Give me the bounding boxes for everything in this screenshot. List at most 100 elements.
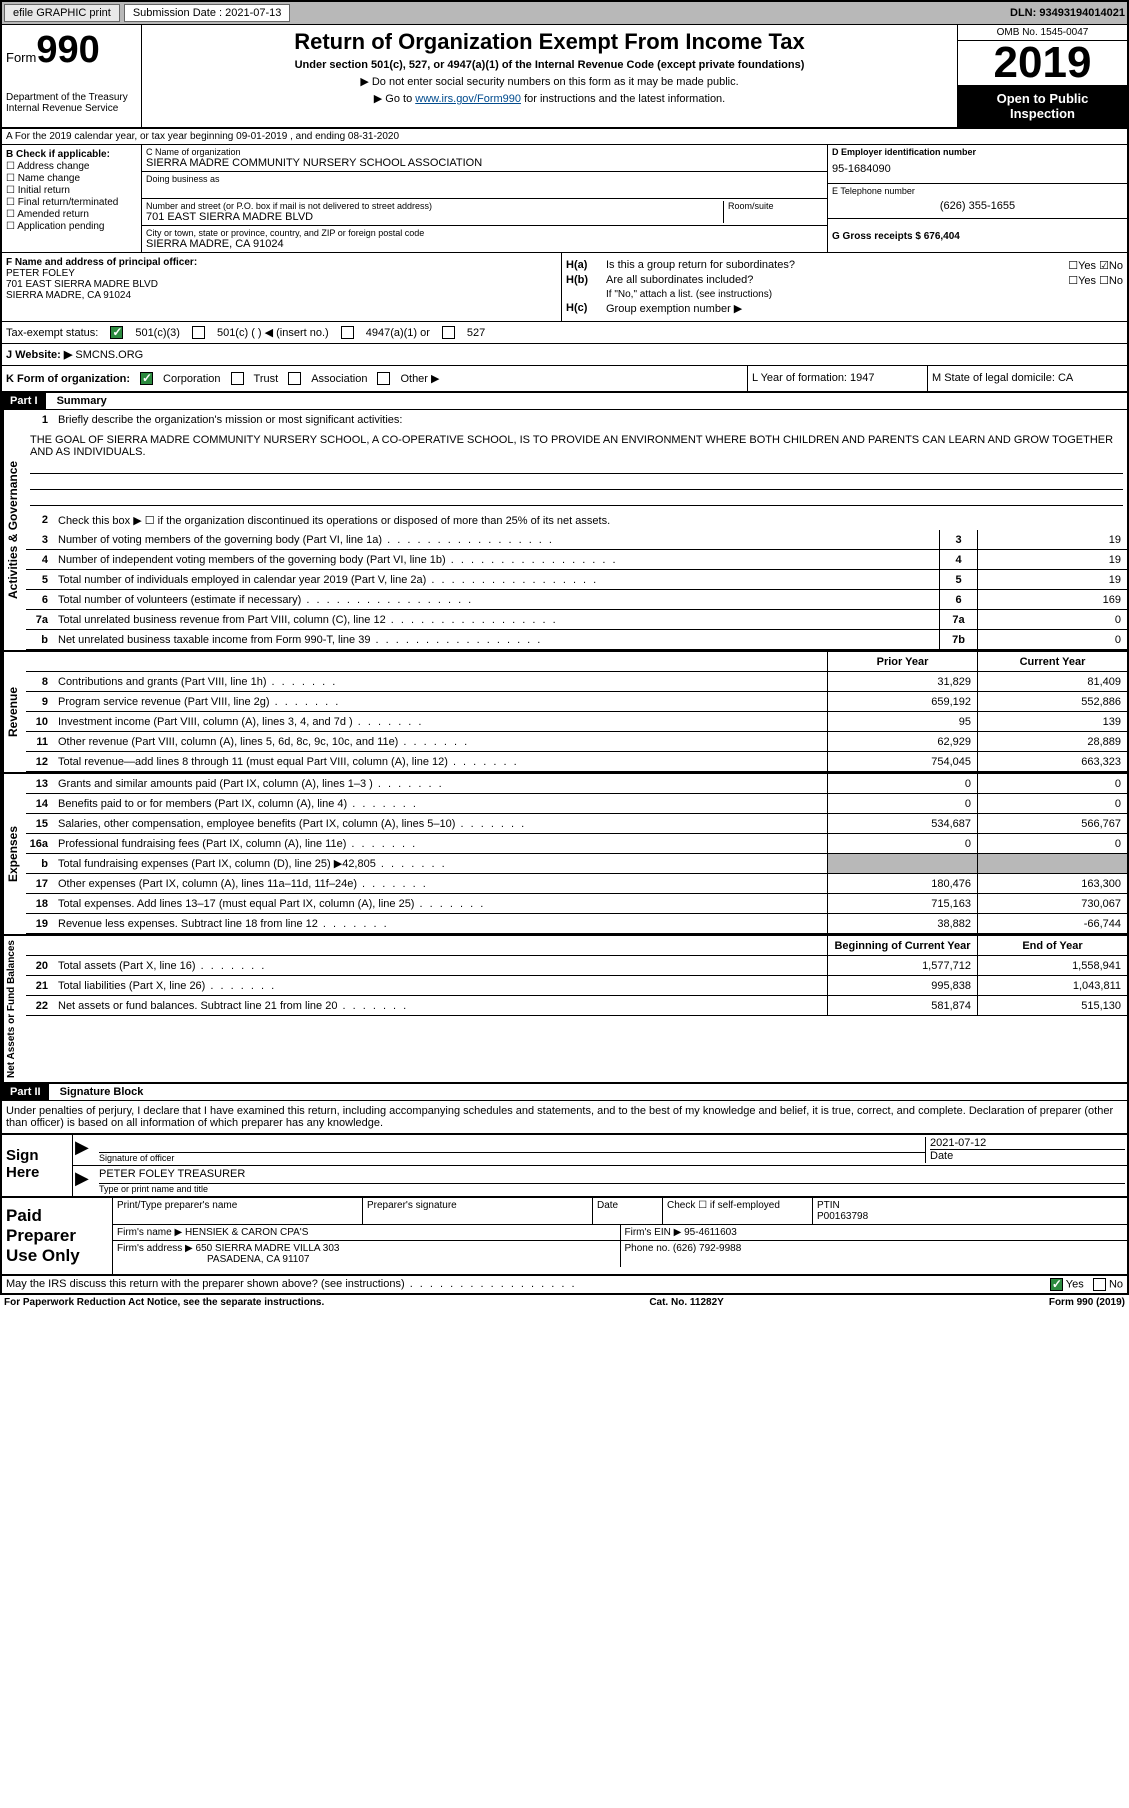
street-address: 701 EAST SIERRA MADRE BLVD	[146, 211, 723, 223]
k-label: K Form of organization:	[6, 373, 130, 385]
ptin-label: PTIN	[817, 1200, 1123, 1211]
firm-name: HENSIEK & CARON CPA'S	[185, 1227, 308, 1238]
net-line-22: 22Net assets or fund balances. Subtract …	[26, 996, 1127, 1016]
e-label: E Telephone number	[832, 186, 1123, 196]
firm-phone: (626) 792-9988	[673, 1243, 741, 1254]
submission-date: Submission Date : 2021-07-13	[124, 4, 291, 22]
begin-year-header: Beginning of Current Year	[827, 936, 977, 955]
check-application-pending[interactable]: ☐ Application pending	[6, 221, 137, 232]
form-prefix: Form	[6, 50, 36, 65]
website-value: SMCNS.ORG	[75, 349, 143, 361]
side-governance: Activities & Governance	[2, 410, 26, 650]
row-a-tax-year: A For the 2019 calendar year, or tax yea…	[2, 129, 1127, 145]
rev-line-11: 11Other revenue (Part VIII, column (A), …	[26, 732, 1127, 752]
form-footer: Form 990 (2019)	[1049, 1297, 1125, 1308]
end-year-header: End of Year	[977, 936, 1127, 955]
addr-label: Number and street (or P.O. box if mail i…	[146, 201, 723, 211]
exp-line-17: 17Other expenses (Part IX, column (A), l…	[26, 874, 1127, 894]
gov-line-3: 3Number of voting members of the governi…	[26, 530, 1127, 550]
section-b-checkboxes: B Check if applicable: ☐ Address change☐…	[2, 145, 142, 252]
rev-line-10: 10Investment income (Part VIII, column (…	[26, 712, 1127, 732]
rev-line-9: 9Program service revenue (Part VIII, lin…	[26, 692, 1127, 712]
note-ssn: ▶ Do not enter social security numbers o…	[146, 75, 953, 88]
firm-ein: 95-4611603	[684, 1227, 737, 1238]
cat-no: Cat. No. 11282Y	[649, 1297, 723, 1308]
year-box: OMB No. 1545-0047 2019 Open to Public In…	[957, 25, 1127, 127]
check-amended-return[interactable]: ☐ Amended return	[6, 209, 137, 220]
check-initial-return[interactable]: ☐ Initial return	[6, 185, 137, 196]
check-name-change[interactable]: ☐ Name change	[6, 173, 137, 184]
net-line-20: 20Total assets (Part X, line 16)1,577,71…	[26, 956, 1127, 976]
paid-preparer-label: Paid Preparer Use Only	[2, 1198, 112, 1274]
ein: 95-1684090	[832, 157, 1123, 181]
check-address-change[interactable]: ☐ Address change	[6, 161, 137, 172]
line1-label: Briefly describe the organization's miss…	[54, 412, 1127, 428]
website-label: J Website: ▶	[6, 349, 72, 361]
irs-link[interactable]: www.irs.gov/Form990	[415, 93, 521, 105]
corp-checkbox[interactable]	[140, 372, 153, 385]
tax-year: 2019	[958, 41, 1127, 85]
department-label: Department of the Treasury Internal Reve…	[6, 92, 137, 114]
part2-header: Part II	[2, 1084, 49, 1100]
dln: DLN: 93493194014021	[1010, 7, 1125, 19]
trust-checkbox[interactable]	[231, 372, 244, 385]
penalty-text: Under penalties of perjury, I declare th…	[2, 1101, 1127, 1133]
4947-checkbox[interactable]	[341, 326, 354, 339]
side-expenses: Expenses	[2, 774, 26, 934]
check-final-return-terminated[interactable]: ☐ Final return/terminated	[6, 197, 137, 208]
gov-line-5: 5Total number of individuals employed in…	[26, 570, 1127, 590]
sig-date: 2021-07-12	[930, 1137, 1125, 1150]
sig-officer-label: Signature of officer	[99, 1153, 925, 1163]
prep-sig-label: Preparer's signature	[367, 1200, 588, 1211]
d-label: D Employer identification number	[832, 147, 1123, 157]
part1-header: Part I	[2, 393, 46, 409]
gross-receipts: G Gross receipts $ 676,404	[832, 231, 1123, 242]
efile-button[interactable]: efile GRAPHIC print	[4, 4, 120, 22]
c-label: C Name of organization	[146, 147, 823, 157]
rev-line-12: 12Total revenue—add lines 8 through 11 (…	[26, 752, 1127, 772]
side-net: Net Assets or Fund Balances	[2, 936, 26, 1082]
b-label: B Check if applicable:	[6, 149, 137, 160]
prep-date-label: Date	[593, 1198, 663, 1224]
prior-year-header: Prior Year	[827, 652, 977, 671]
discuss-yes[interactable]	[1050, 1278, 1063, 1291]
ptin-value: P00163798	[817, 1211, 1123, 1222]
form-title-box: Return of Organization Exempt From Incom…	[142, 25, 957, 127]
assoc-checkbox[interactable]	[288, 372, 301, 385]
exp-line-13: 13Grants and similar amounts paid (Part …	[26, 774, 1127, 794]
527-checkbox[interactable]	[442, 326, 455, 339]
top-bar: efile GRAPHIC print Submission Date : 20…	[2, 2, 1127, 25]
form-title: Return of Organization Exempt From Incom…	[146, 29, 953, 55]
side-revenue: Revenue	[2, 652, 26, 772]
firm-address: 650 SIERRA MADRE VILLA 303	[196, 1243, 340, 1254]
year-formation: L Year of formation: 1947	[747, 366, 927, 391]
501c-checkbox[interactable]	[192, 326, 205, 339]
firm-city: PASADENA, CA 91107	[117, 1254, 616, 1265]
discuss-no[interactable]	[1093, 1278, 1106, 1291]
net-line-21: 21Total liabilities (Part X, line 26)995…	[26, 976, 1127, 996]
exp-line-19: 19Revenue less expenses. Subtract line 1…	[26, 914, 1127, 934]
part1-title: Summary	[49, 393, 115, 409]
501c3-checkbox[interactable]	[110, 326, 123, 339]
tax-status-label: Tax-exempt status:	[6, 327, 98, 339]
state-domicile: M State of legal domicile: CA	[927, 366, 1127, 391]
hc-text: Group exemption number ▶	[606, 302, 742, 315]
gov-line-6: 6Total number of volunteers (estimate if…	[26, 590, 1127, 610]
f-label: F Name and address of principal officer:	[6, 257, 557, 268]
mission-text: THE GOAL OF SIERRA MADRE COMMUNITY NURSE…	[30, 434, 1123, 458]
note-link: ▶ Go to www.irs.gov/Form990 for instruct…	[146, 92, 953, 105]
exp-line-14: 14Benefits paid to or for members (Part …	[26, 794, 1127, 814]
gov-line-b: bNet unrelated business taxable income f…	[26, 630, 1127, 650]
exp-line-b: bTotal fundraising expenses (Part IX, co…	[26, 854, 1127, 874]
sign-here-label: Sign Here	[2, 1135, 72, 1196]
org-name: SIERRA MADRE COMMUNITY NURSERY SCHOOL AS…	[146, 157, 823, 169]
hb-text: Are all subordinates included?	[606, 274, 1068, 287]
gov-line-4: 4Number of independent voting members of…	[26, 550, 1127, 570]
city-state-zip: SIERRA MADRE, CA 91024	[146, 238, 823, 250]
other-checkbox[interactable]	[377, 372, 390, 385]
ha-text: Is this a group return for subordinates?	[606, 259, 1068, 272]
gov-line-7a: 7aTotal unrelated business revenue from …	[26, 610, 1127, 630]
exp-line-16a: 16aProfessional fundraising fees (Part I…	[26, 834, 1127, 854]
city-label: City or town, state or province, country…	[146, 228, 823, 238]
rev-line-8: 8Contributions and grants (Part VIII, li…	[26, 672, 1127, 692]
